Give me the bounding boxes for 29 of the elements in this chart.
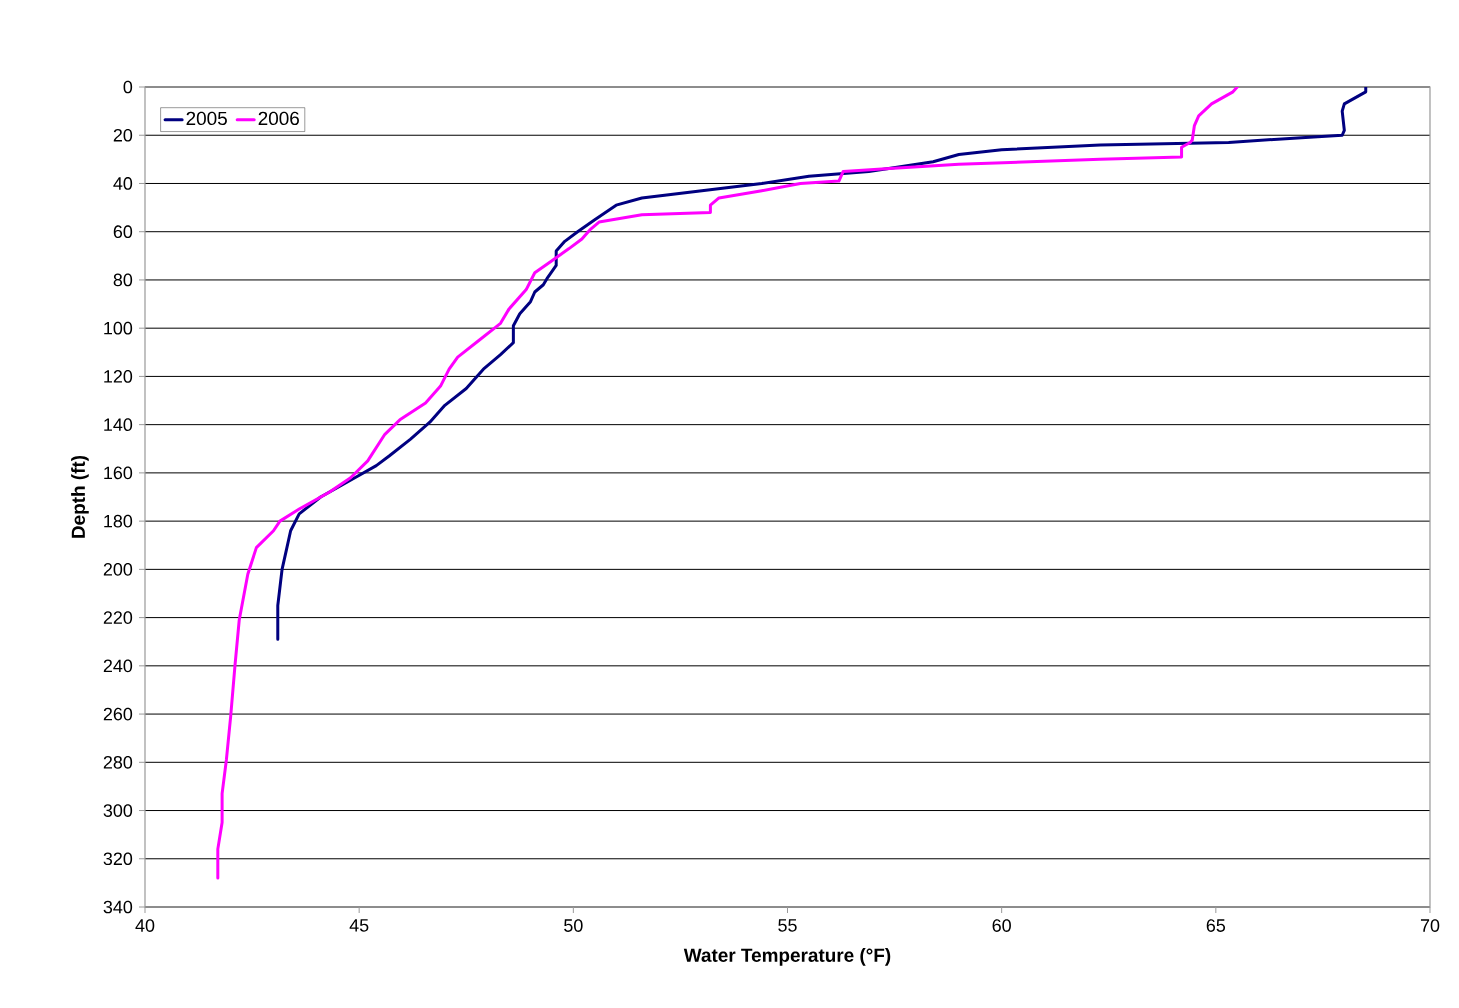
y-tick-label: 20 [113,128,133,142]
y-tick-label: 80 [113,273,133,287]
y-tick-label: 60 [113,225,133,239]
y-tick-label: 160 [104,466,133,480]
y-tick-label: 280 [103,755,133,769]
legend-label: 2006 [258,111,299,126]
x-tick-label: 40 [135,919,155,932]
y-tick-label: 220 [103,611,133,624]
y-tick-label: 0 [123,80,133,94]
y-tick-label: 320 [103,852,133,866]
y-tick-label: 40 [113,177,133,190]
x-tick-label: 50 [564,919,583,932]
legend-label: 2005 [186,111,227,126]
y-tick-label: 300 [103,804,133,817]
y-tick-label: 240 [103,659,133,673]
x-tick-label: 45 [349,919,369,932]
y-tick-label: 260 [103,707,133,721]
y-tick-label: 140 [104,418,133,431]
y-tick-label: 120 [104,370,133,383]
x-tick-label: 70 [1420,919,1440,932]
x-tick-label: 55 [778,919,797,932]
y-tick-label: 100 [104,321,133,335]
y-tick-label: 200 [103,563,133,576]
y-tick-label: 180 [104,514,133,528]
x-tick-label: 65 [1206,919,1226,932]
y-axis-title: Depth (ft) [71,455,89,538]
x-tick-label: 60 [992,919,1011,932]
x-axis-title: Water Temperature (°F) [683,948,891,966]
y-tick-label: 340 [103,900,133,914]
